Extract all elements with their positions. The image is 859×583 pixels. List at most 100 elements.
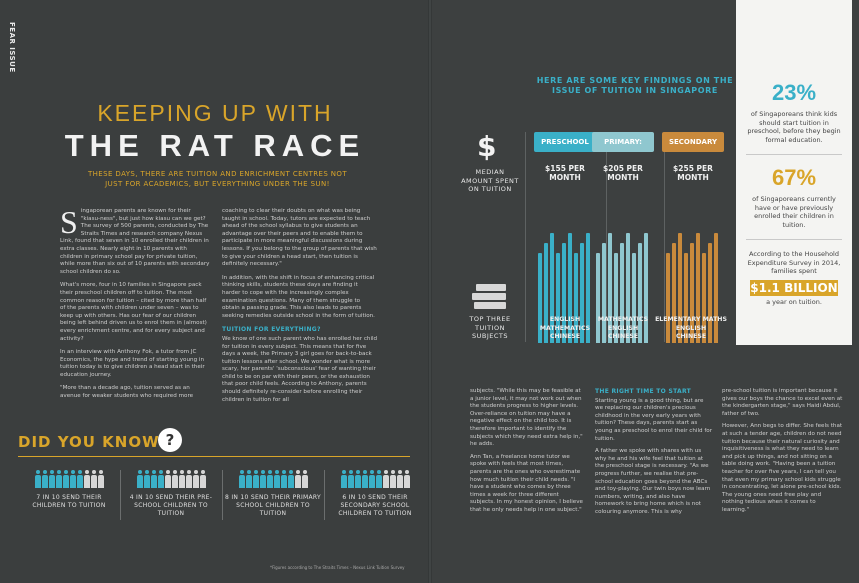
person-icon (83, 470, 90, 488)
subject: CHINESE (607, 333, 639, 340)
subtitle: THESE DAYS, THERE ARE TUITION AND ENRICH… (87, 170, 348, 188)
decorative-bar (672, 243, 676, 343)
people-icons (20, 470, 118, 490)
stat-description: of Singaporeans think kids should start … (747, 110, 841, 144)
question-bubble-icon: ? (158, 428, 182, 452)
paragraph: coaching to clear their doubts on what w… (222, 208, 377, 268)
paragraph: A father we spoke with shares with us wh… (595, 448, 711, 515)
person-icon (48, 470, 55, 488)
person-icon (76, 470, 83, 488)
decorative-bar (696, 233, 700, 343)
stat-text: 4 IN 10 SEND THEIR PRE-SCHOOL CHILDREN T… (129, 494, 213, 517)
title-line-1: KEEPING UP WITH (97, 100, 333, 126)
title-line-2: THE RAT RACE (64, 128, 366, 163)
person-icon (69, 470, 76, 488)
decorative-bar (614, 253, 618, 343)
person-icon (199, 470, 206, 488)
person-icon (347, 470, 354, 488)
stat-3: 8 IN 10 SEND THEIR PRIMARY SCHOOL CHILDR… (224, 470, 322, 518)
level-price: $255 PER MONTH (673, 164, 713, 182)
person-icon (171, 470, 178, 488)
stat-text: 7 IN 10 SEND THEIR CHILDREN TO TUITION (32, 494, 106, 509)
stat-separator (222, 470, 223, 520)
person-icon (375, 470, 382, 488)
books-icon (472, 284, 508, 311)
subject: ELEMENTARY MATHS (655, 316, 727, 323)
decorative-bar (620, 243, 624, 343)
person-icon (97, 470, 104, 488)
paragraph: Ann Tan, a freelance home tutor we spoke… (470, 453, 583, 513)
did-you-know-label: DID YOU KNOW? (18, 433, 170, 451)
level-primary: PRIMARY: $205 PER MONTH (592, 132, 654, 182)
person-icon (280, 470, 287, 488)
decorative-bar (608, 233, 612, 343)
decorative-bar (708, 243, 712, 343)
person-icon (143, 470, 150, 488)
subjects-label: TOP THREE TUITION SUBJECTS (469, 315, 511, 340)
decorative-bar (666, 253, 670, 343)
article-column-4: THE RIGHT TIME TO START Starting young i… (595, 388, 713, 522)
section-heading: THE RIGHT TIME TO START (595, 388, 691, 395)
decorative-bar (574, 253, 578, 343)
article-column-5: pre-school tuition is important because … (722, 388, 844, 520)
median-label: MEDIAN AMOUNT SPENT ON TUITION (461, 168, 519, 193)
bar-group (662, 195, 724, 343)
section-heading: TUITION FOR EVERYTHING? (222, 326, 321, 334)
decorative-bar (556, 253, 560, 343)
person-icon (403, 470, 410, 488)
decorative-bar (644, 233, 648, 343)
footnote: *Figures according to The Straits Times … (270, 565, 405, 570)
subjects-preschool: ENGLISH MATHEMATICS CHINESE (526, 316, 604, 342)
column-divider (606, 132, 607, 342)
person-icon (294, 470, 301, 488)
stat-money: $1.1 BILLION (750, 279, 838, 296)
findings-heading: HERE ARE SOME KEY FINDINGS ON THE ISSUE … (536, 76, 734, 95)
person-icon (287, 470, 294, 488)
person-icon (62, 470, 69, 488)
person-icon (301, 470, 308, 488)
level-preschool: PRESCHOOL $155 PER MONTH (534, 132, 596, 182)
person-icon (396, 470, 403, 488)
person-icon (34, 470, 41, 488)
paragraph: subjects. "While this may be feasible at… (470, 388, 583, 448)
stats-sidebar: 23% of Singaporeans think kids should st… (736, 0, 852, 345)
person-icon (361, 470, 368, 488)
page-spine (428, 0, 432, 583)
person-icon (273, 470, 280, 488)
person-icon (266, 470, 273, 488)
decorative-bar (690, 243, 694, 343)
stat-1: 7 IN 10 SEND THEIR CHILDREN TO TUITION (20, 470, 118, 510)
decorative-bar (568, 233, 572, 343)
person-icon (259, 470, 266, 488)
decorative-bar (544, 243, 548, 343)
stat-text: 8 IN 10 SEND THEIR PRIMARY SCHOOL CHILDR… (225, 494, 321, 517)
person-icon (136, 470, 143, 488)
people-icons (122, 470, 220, 490)
decorative-bar (586, 233, 590, 343)
paragraph: pre-school tuition is important because … (722, 388, 843, 417)
person-icon (389, 470, 396, 488)
people-icons (224, 470, 322, 490)
level-price: $155 PER MONTH (545, 164, 585, 182)
person-icon (55, 470, 62, 488)
column-divider (525, 132, 526, 342)
subject: ENGLISH (607, 324, 639, 332)
person-icon (41, 470, 48, 488)
subjects-primary: MATHEMATICS ENGLISH CHINESE (584, 316, 662, 342)
person-icon (340, 470, 347, 488)
person-icon (164, 470, 171, 488)
article-column-2: coaching to clear their doubts on what w… (222, 208, 378, 410)
paragraph: What's more, four in 10 families in Sing… (60, 282, 207, 342)
decorative-bar (562, 243, 566, 343)
paragraph-text: ingaporean parents are known for their "… (60, 208, 210, 275)
level-secondary: SECONDARY $255 PER MONTH (662, 132, 724, 182)
subjects-secondary: ELEMENTARY MATHS ENGLISH CHINESE (652, 316, 730, 342)
paragraph: In addition, with the shift in focus of … (222, 274, 375, 319)
section-tab: FEAR ISSUE (8, 22, 16, 73)
level-badge: PRESCHOOL (534, 132, 596, 152)
stat-2: 4 IN 10 SEND THEIR PRE-SCHOOL CHILDREN T… (122, 470, 220, 518)
decorative-bar (596, 253, 600, 343)
person-icon (252, 470, 259, 488)
